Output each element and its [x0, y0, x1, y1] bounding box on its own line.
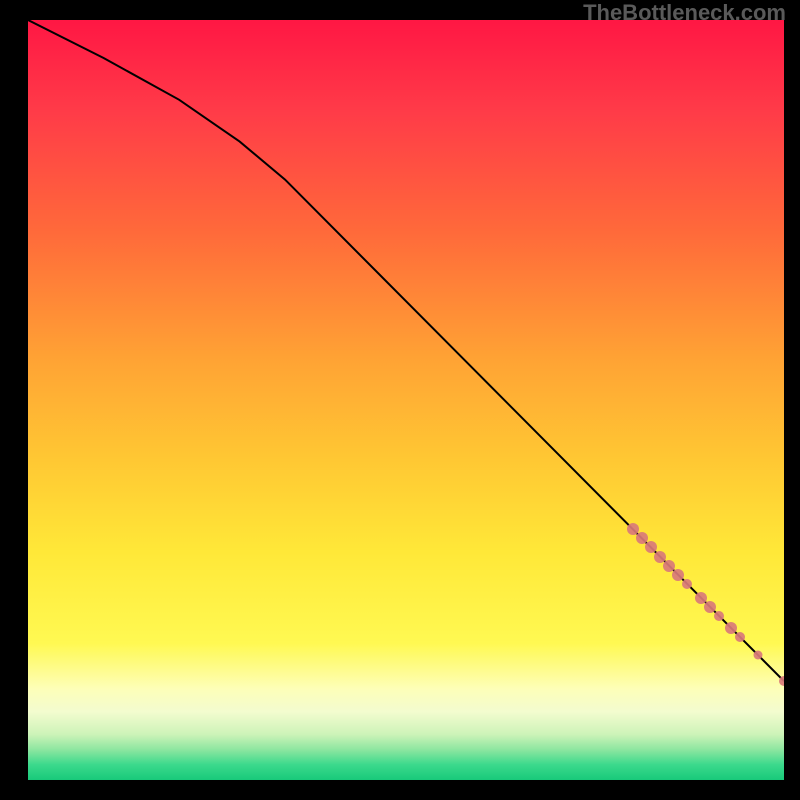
- plot-area: [28, 20, 784, 780]
- data-marker: [682, 579, 692, 589]
- data-marker: [725, 622, 737, 634]
- chart-container: TheBottleneck.com: [0, 0, 800, 800]
- data-marker: [704, 601, 716, 613]
- watermark-label: TheBottleneck.com: [583, 0, 786, 26]
- data-marker: [714, 611, 724, 621]
- markers-layer: [28, 20, 784, 780]
- data-marker: [779, 676, 784, 686]
- data-marker: [753, 650, 762, 659]
- data-marker: [735, 632, 745, 642]
- data-marker: [672, 569, 684, 581]
